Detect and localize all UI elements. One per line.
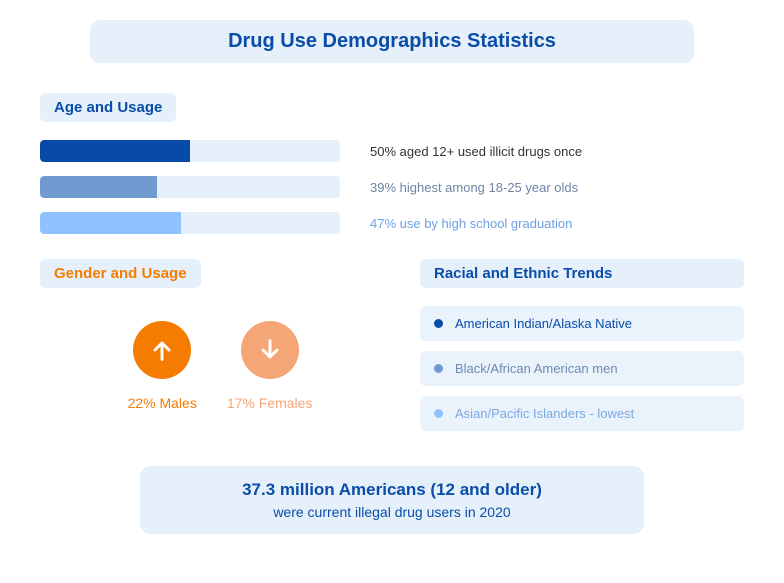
gender-item: 22% Males: [128, 321, 197, 411]
racial-label: American Indian/Alaska Native: [455, 316, 632, 331]
bar-track: [40, 176, 340, 198]
bullet-dot-icon: [434, 409, 443, 418]
bar-label: 50% aged 12+ used illicit drugs once: [370, 144, 582, 159]
footer-line1: 37.3 million Americans (12 and older): [160, 480, 624, 500]
gender-icons: 22% Males 17% Females: [40, 321, 400, 411]
footer-stat: 37.3 million Americans (12 and older) we…: [140, 466, 644, 534]
bar-track: [40, 140, 340, 162]
page-title: Drug Use Demographics Statistics: [90, 30, 694, 53]
footer-line2: were current illegal drug users in 2020: [160, 504, 624, 520]
age-header: Age and Usage: [40, 93, 176, 122]
bar-fill: [40, 140, 190, 162]
racial-item: Asian/Pacific Islanders - lowest: [420, 396, 744, 431]
gender-section: Gender and Usage 22% Males 17% Females: [40, 259, 400, 441]
bullet-dot-icon: [434, 364, 443, 373]
age-bars: 50% aged 12+ used illicit drugs once 39%…: [40, 140, 744, 234]
racial-item: American Indian/Alaska Native: [420, 306, 744, 341]
racial-list: American Indian/Alaska Native Black/Afri…: [420, 306, 744, 431]
gender-header: Gender and Usage: [40, 259, 201, 288]
age-section: Age and Usage 50% aged 12+ used illicit …: [40, 93, 744, 234]
gender-item: 17% Females: [227, 321, 313, 411]
racial-section: Racial and Ethnic Trends American Indian…: [420, 259, 744, 441]
bar-row: 47% use by high school graduation: [40, 212, 744, 234]
racial-header: Racial and Ethnic Trends: [420, 259, 744, 288]
gender-label: 22% Males: [128, 395, 197, 411]
arrow-down-icon: [241, 321, 299, 379]
racial-item: Black/African American men: [420, 351, 744, 386]
title-bar: Drug Use Demographics Statistics: [90, 20, 694, 63]
bar-fill: [40, 176, 157, 198]
racial-label: Black/African American men: [455, 361, 618, 376]
bar-label: 47% use by high school graduation: [370, 216, 572, 231]
bar-row: 39% highest among 18-25 year olds: [40, 176, 744, 198]
bar-row: 50% aged 12+ used illicit drugs once: [40, 140, 744, 162]
racial-label: Asian/Pacific Islanders - lowest: [455, 406, 634, 421]
bottom-columns: Gender and Usage 22% Males 17% Females R…: [40, 259, 744, 441]
bar-fill: [40, 212, 181, 234]
gender-label: 17% Females: [227, 395, 313, 411]
arrow-up-icon: [133, 321, 191, 379]
bar-label: 39% highest among 18-25 year olds: [370, 180, 578, 195]
bullet-dot-icon: [434, 319, 443, 328]
bar-track: [40, 212, 340, 234]
